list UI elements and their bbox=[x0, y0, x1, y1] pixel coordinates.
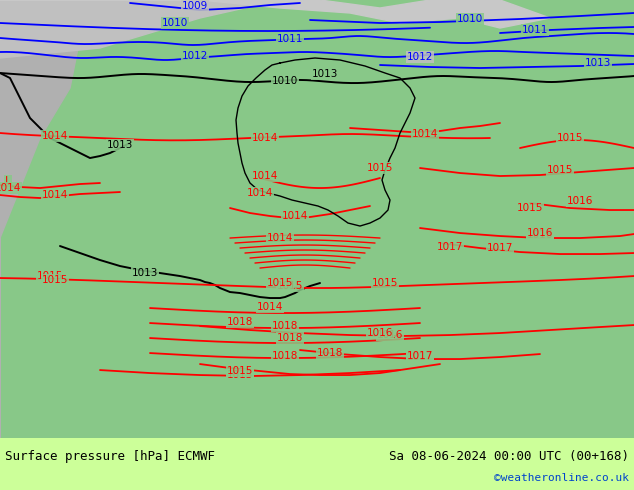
Text: 1015: 1015 bbox=[277, 281, 303, 291]
Text: 1015: 1015 bbox=[227, 366, 253, 376]
Text: 1010: 1010 bbox=[457, 14, 483, 24]
Text: 1016: 1016 bbox=[567, 196, 593, 206]
Text: 1012: 1012 bbox=[407, 52, 433, 62]
Text: 1015: 1015 bbox=[42, 275, 68, 285]
Text: 1018: 1018 bbox=[317, 348, 343, 358]
Text: 1013: 1013 bbox=[132, 268, 158, 278]
Text: 1015: 1015 bbox=[37, 271, 63, 281]
Text: 1011: 1011 bbox=[522, 25, 548, 35]
Text: 1014: 1014 bbox=[247, 188, 273, 198]
Text: 1013: 1013 bbox=[107, 140, 133, 150]
Text: 1014: 1014 bbox=[42, 131, 68, 141]
Text: 1015: 1015 bbox=[267, 278, 293, 288]
Text: 1015: 1015 bbox=[227, 370, 253, 380]
Text: 1016: 1016 bbox=[527, 228, 553, 238]
Text: 1018: 1018 bbox=[272, 351, 298, 361]
Text: 1016: 1016 bbox=[377, 330, 403, 340]
Text: 1015: 1015 bbox=[547, 165, 573, 175]
Text: 1009: 1009 bbox=[182, 1, 208, 11]
Text: 1014: 1014 bbox=[0, 183, 21, 193]
Text: ©weatheronline.co.uk: ©weatheronline.co.uk bbox=[494, 473, 629, 483]
Text: 1017: 1017 bbox=[407, 351, 433, 361]
Text: 1010: 1010 bbox=[162, 18, 188, 28]
Text: 1013: 1013 bbox=[312, 69, 338, 79]
Text: 1014: 1014 bbox=[267, 233, 293, 243]
Text: 1011: 1011 bbox=[277, 34, 303, 44]
Text: 1015: 1015 bbox=[517, 203, 543, 213]
Text: 1016: 1016 bbox=[367, 328, 393, 338]
Text: 1012: 1012 bbox=[182, 51, 208, 61]
Text: L: L bbox=[5, 176, 11, 186]
Text: 1014: 1014 bbox=[281, 211, 308, 221]
Text: 1018: 1018 bbox=[227, 317, 253, 327]
Text: 1017: 1017 bbox=[437, 242, 463, 252]
Text: 1014: 1014 bbox=[257, 302, 283, 312]
Polygon shape bbox=[0, 0, 550, 28]
Text: 1016: 1016 bbox=[567, 196, 593, 206]
Text: 1017: 1017 bbox=[407, 352, 433, 362]
Text: 1018: 1018 bbox=[277, 333, 303, 343]
Text: 1015: 1015 bbox=[557, 133, 583, 143]
Text: 1015: 1015 bbox=[372, 278, 398, 288]
Text: 1017: 1017 bbox=[487, 243, 513, 253]
Text: Sa 08-06-2024 00:00 UTC (00+168): Sa 08-06-2024 00:00 UTC (00+168) bbox=[389, 449, 629, 463]
Polygon shape bbox=[0, 0, 280, 58]
Text: 1010: 1010 bbox=[272, 76, 298, 86]
Text: 1013: 1013 bbox=[585, 58, 611, 68]
Text: 1015: 1015 bbox=[367, 163, 393, 173]
Text: 1014: 1014 bbox=[42, 190, 68, 200]
Text: 1016: 1016 bbox=[527, 230, 553, 240]
Text: 1014: 1014 bbox=[252, 133, 278, 143]
Text: 1014: 1014 bbox=[252, 171, 278, 181]
Text: Surface pressure [hPa] ECMWF: Surface pressure [hPa] ECMWF bbox=[5, 449, 215, 463]
Text: 1014: 1014 bbox=[412, 129, 438, 139]
Polygon shape bbox=[0, 0, 80, 438]
Text: 1018: 1018 bbox=[272, 321, 298, 331]
